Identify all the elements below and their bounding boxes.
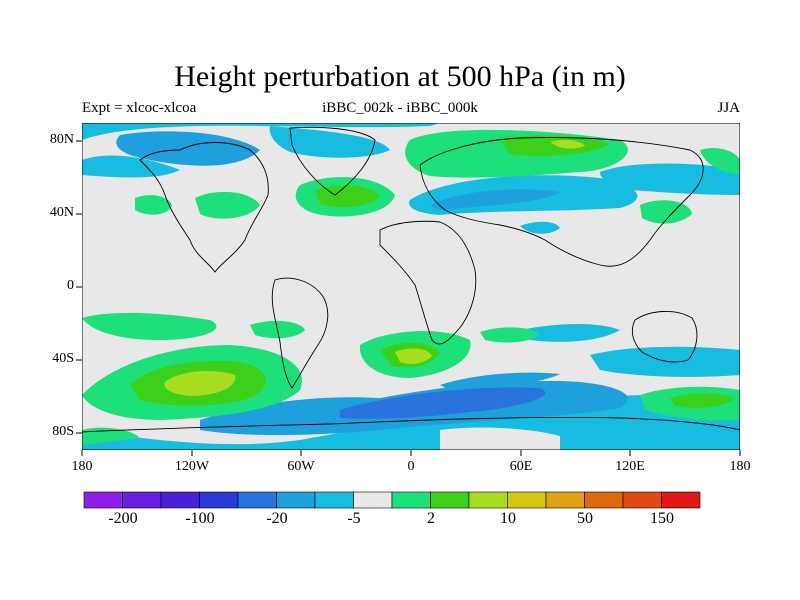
- colorbar-label-8: 150: [650, 510, 674, 527]
- nh-positive-pacific-west: [135, 195, 172, 215]
- nh-positive-eurasia-core: [500, 135, 610, 156]
- lon-label-180e: 180: [729, 459, 751, 474]
- sh-positive-tasman-core: [670, 393, 735, 408]
- experiment-label: Expt = xlcoc-xlcoa: [82, 100, 197, 116]
- colorbar-swatch-13: [545, 491, 585, 509]
- nh-negative-pacific: [600, 163, 740, 195]
- lon-label-60w: 60W: [287, 459, 315, 474]
- colorbar-swatch-5: [237, 491, 277, 509]
- lat-label-80n: 80N: [49, 132, 74, 147]
- comparison-label: iBBC_002k - iBBC_000k: [322, 100, 478, 116]
- north-america-coast: [139, 142, 269, 273]
- colorbar-swatch-2: [122, 491, 162, 509]
- nh-negative-asia-core: [430, 189, 560, 210]
- axis-ticks: [76, 140, 741, 456]
- colorbar-label-1: -200: [108, 510, 138, 527]
- nh-positive-namerica: [195, 191, 260, 219]
- colorbar-label-6: 10: [500, 510, 516, 527]
- colorbar-swatch-11: [468, 491, 508, 509]
- sh-negative-australia: [590, 346, 740, 377]
- eurasia-coast: [419, 137, 704, 267]
- colorbar-swatch-12: [507, 491, 547, 509]
- nh-positive-dateline: [700, 148, 740, 175]
- season-label: JJA: [717, 100, 740, 116]
- colorbar-swatch-4: [199, 491, 239, 509]
- colorbar: [83, 491, 701, 509]
- lat-label-80s: 80S: [52, 424, 74, 439]
- nh-negative-small: [520, 221, 560, 234]
- lon-label-0: 0: [407, 459, 415, 474]
- colorbar-label-4: -5: [347, 510, 361, 527]
- colorbar-swatch-7: [314, 491, 354, 509]
- south-america-coast: [271, 277, 329, 389]
- colorbar-swatch-8: [353, 491, 393, 509]
- lat-label-40s: 40S: [52, 351, 74, 366]
- lat-label-0: 0: [67, 278, 74, 293]
- colorbar-label-7: 50: [577, 510, 593, 527]
- greenland-coast: [289, 126, 376, 196]
- colorbar-swatch-6: [276, 491, 316, 509]
- colorbar-label-5: 2: [427, 510, 435, 527]
- colorbar-swatch-15: [622, 491, 662, 509]
- sh-positive-ross: [82, 427, 140, 445]
- nh-negative-greenland: [269, 126, 390, 158]
- sh-negative-indian: [520, 324, 620, 342]
- nh-negative-alaska: [82, 155, 180, 178]
- australia-coast: [631, 311, 698, 363]
- colorbar-swatch-10: [430, 491, 470, 509]
- lon-label-120e: 120E: [615, 459, 645, 474]
- lat-label-40n: 40N: [49, 205, 74, 220]
- sh-negative-core: [340, 387, 546, 419]
- sh-positive-tropics-east: [82, 312, 217, 340]
- colorbar-swatch-1: [83, 491, 123, 509]
- colorbar-swatch-14: [584, 491, 624, 509]
- colorbar-label-2: -100: [185, 510, 215, 527]
- contour-field: [82, 123, 740, 450]
- antarctica-coast: [82, 417, 740, 433]
- africa-coast: [379, 220, 477, 345]
- map-title: Height perturbation at 500 hPa (in m): [174, 60, 626, 93]
- colorbar-label-3: -20: [266, 510, 288, 527]
- coastlines: [82, 126, 740, 433]
- lon-label-60e: 60E: [509, 459, 533, 474]
- sh-positive-atlantic-max: [395, 348, 432, 364]
- sh-neutral-antarctic: [440, 427, 560, 450]
- sh-negative-indian-south: [440, 372, 560, 390]
- colorbar-swatch-9: [391, 491, 431, 509]
- sh-positive-indian: [480, 327, 540, 343]
- lon-label-180w: 180: [71, 459, 93, 474]
- sh-positive-pacific-max: [164, 370, 236, 396]
- colorbar-swatch-3: [160, 491, 200, 509]
- nh-positive-atlantic-core: [315, 185, 380, 208]
- lon-label-120w: 120W: [174, 459, 210, 474]
- nh-negative-band: [82, 123, 440, 140]
- nh-negative-canada: [116, 131, 260, 166]
- nh-positive-max: [550, 139, 585, 149]
- colorbar-swatch-16: [661, 491, 701, 509]
